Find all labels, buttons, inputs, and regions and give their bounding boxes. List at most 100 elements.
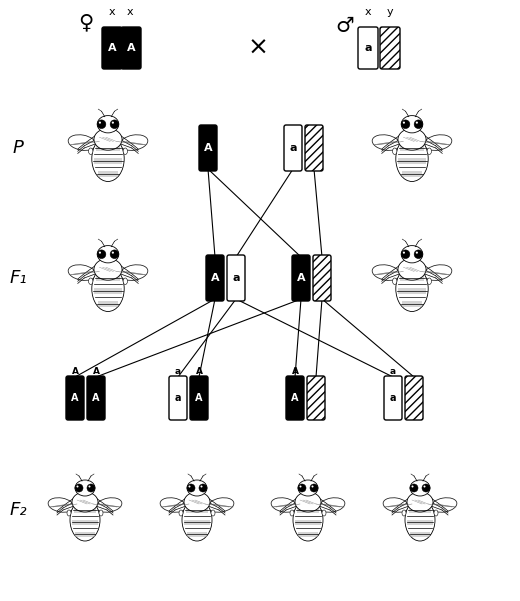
FancyBboxPatch shape xyxy=(298,531,318,537)
Ellipse shape xyxy=(271,498,297,512)
FancyBboxPatch shape xyxy=(400,275,424,281)
Ellipse shape xyxy=(402,510,406,516)
FancyBboxPatch shape xyxy=(102,27,122,69)
Ellipse shape xyxy=(94,258,122,280)
FancyBboxPatch shape xyxy=(402,171,422,177)
Text: A: A xyxy=(71,393,79,403)
Ellipse shape xyxy=(310,484,318,492)
Ellipse shape xyxy=(319,498,345,512)
Ellipse shape xyxy=(67,510,71,516)
Ellipse shape xyxy=(120,265,148,281)
Ellipse shape xyxy=(160,498,186,512)
Ellipse shape xyxy=(414,250,423,258)
Ellipse shape xyxy=(110,250,119,258)
Ellipse shape xyxy=(424,135,452,150)
Text: a: a xyxy=(232,273,240,283)
Ellipse shape xyxy=(110,120,119,129)
Text: ♂: ♂ xyxy=(335,16,354,36)
FancyBboxPatch shape xyxy=(121,27,141,69)
FancyBboxPatch shape xyxy=(284,125,302,171)
FancyBboxPatch shape xyxy=(184,519,210,525)
Ellipse shape xyxy=(120,135,148,150)
Ellipse shape xyxy=(393,148,397,154)
FancyBboxPatch shape xyxy=(409,507,431,513)
Ellipse shape xyxy=(87,484,95,492)
Ellipse shape xyxy=(184,492,210,512)
Ellipse shape xyxy=(123,148,127,154)
FancyBboxPatch shape xyxy=(75,531,95,537)
Ellipse shape xyxy=(99,510,103,516)
FancyBboxPatch shape xyxy=(87,376,105,420)
Ellipse shape xyxy=(411,486,413,487)
FancyBboxPatch shape xyxy=(402,301,422,307)
Ellipse shape xyxy=(393,278,397,284)
FancyBboxPatch shape xyxy=(72,519,98,525)
Ellipse shape xyxy=(424,265,452,281)
Ellipse shape xyxy=(311,486,314,487)
Text: a: a xyxy=(175,393,181,403)
Ellipse shape xyxy=(112,121,114,124)
Ellipse shape xyxy=(434,510,438,516)
Ellipse shape xyxy=(398,129,426,150)
Ellipse shape xyxy=(92,266,124,311)
Text: A: A xyxy=(93,367,99,376)
Ellipse shape xyxy=(189,486,190,487)
Ellipse shape xyxy=(427,148,432,154)
Text: ♀: ♀ xyxy=(79,12,94,32)
FancyBboxPatch shape xyxy=(295,519,321,525)
FancyBboxPatch shape xyxy=(199,125,217,171)
Ellipse shape xyxy=(179,510,183,516)
FancyBboxPatch shape xyxy=(186,507,208,513)
FancyBboxPatch shape xyxy=(227,255,245,301)
Text: x: x xyxy=(365,7,371,17)
Text: A: A xyxy=(292,367,298,376)
FancyBboxPatch shape xyxy=(96,275,120,281)
FancyBboxPatch shape xyxy=(405,376,423,420)
Ellipse shape xyxy=(423,486,425,487)
Ellipse shape xyxy=(75,484,83,492)
FancyBboxPatch shape xyxy=(94,288,122,294)
Ellipse shape xyxy=(401,115,423,133)
Ellipse shape xyxy=(416,121,418,124)
Text: y: y xyxy=(387,7,393,17)
Text: A: A xyxy=(291,393,299,403)
FancyBboxPatch shape xyxy=(384,376,402,420)
Ellipse shape xyxy=(88,486,90,487)
Ellipse shape xyxy=(201,486,202,487)
FancyBboxPatch shape xyxy=(358,27,378,69)
Ellipse shape xyxy=(99,252,101,254)
Text: ×: × xyxy=(248,36,268,60)
Ellipse shape xyxy=(401,120,410,129)
Ellipse shape xyxy=(422,484,430,492)
Ellipse shape xyxy=(401,246,423,263)
FancyBboxPatch shape xyxy=(305,125,323,171)
FancyBboxPatch shape xyxy=(98,171,118,177)
Ellipse shape xyxy=(97,246,119,263)
FancyBboxPatch shape xyxy=(188,531,206,537)
Text: A: A xyxy=(204,143,212,153)
Ellipse shape xyxy=(187,484,195,492)
Text: A: A xyxy=(108,43,116,53)
Ellipse shape xyxy=(372,135,400,150)
Ellipse shape xyxy=(94,129,122,150)
Ellipse shape xyxy=(72,492,98,512)
Text: a: a xyxy=(289,143,297,153)
FancyBboxPatch shape xyxy=(380,27,400,69)
Text: a: a xyxy=(175,367,181,376)
Text: A: A xyxy=(297,273,305,283)
Ellipse shape xyxy=(97,115,119,133)
FancyBboxPatch shape xyxy=(407,519,433,525)
Ellipse shape xyxy=(76,486,79,487)
Ellipse shape xyxy=(88,148,93,154)
Ellipse shape xyxy=(68,135,96,150)
Ellipse shape xyxy=(416,252,418,254)
Ellipse shape xyxy=(123,278,127,284)
Text: F₂: F₂ xyxy=(9,501,27,519)
Ellipse shape xyxy=(290,510,294,516)
Ellipse shape xyxy=(401,250,410,258)
Ellipse shape xyxy=(405,499,435,541)
FancyBboxPatch shape xyxy=(94,158,122,163)
Ellipse shape xyxy=(403,121,405,124)
Ellipse shape xyxy=(70,499,100,541)
Ellipse shape xyxy=(96,498,122,512)
